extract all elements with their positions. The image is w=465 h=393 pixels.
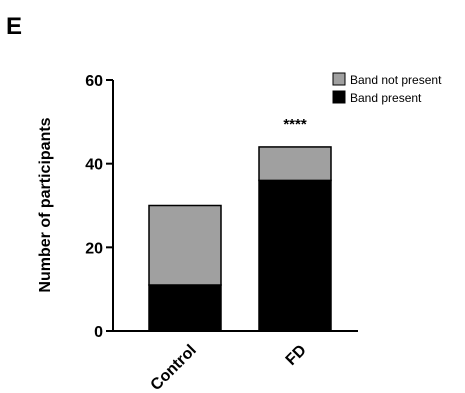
legend-label: Band not present xyxy=(350,73,442,87)
y-tick-label: 0 xyxy=(94,324,103,341)
y-tick-label: 20 xyxy=(85,240,103,257)
y-axis-title: Number of participants xyxy=(37,117,54,292)
bar-fd-band-not-present xyxy=(258,146,332,182)
y-axis-ticks: 0 20 40 60 xyxy=(85,73,113,341)
legend-label: Band present xyxy=(350,91,422,105)
legend: Band not present Band present xyxy=(332,72,442,105)
bar-control-band-present xyxy=(148,284,222,332)
panel-label: E xyxy=(6,13,22,40)
category-labels: Control FD xyxy=(148,342,310,393)
y-tick-label: 60 xyxy=(85,73,103,90)
annotations: **** xyxy=(283,116,307,133)
bar-control-band-not-present xyxy=(148,204,222,286)
legend-swatch xyxy=(332,72,346,86)
category-label-control: Control xyxy=(148,342,200,393)
bar-fd-band-present xyxy=(258,179,332,332)
category-label-fd: FD xyxy=(283,342,310,369)
legend-swatch xyxy=(332,90,346,104)
bars xyxy=(148,146,332,332)
y-tick-label: 40 xyxy=(85,157,103,174)
significance-annotation: **** xyxy=(283,116,307,133)
